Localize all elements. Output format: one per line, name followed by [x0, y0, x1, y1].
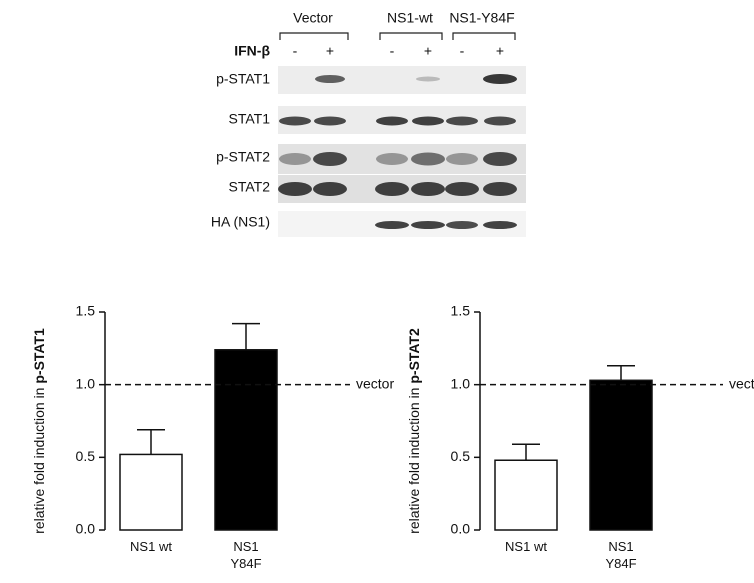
x-tick-label: NS1 Y84F — [605, 539, 637, 571]
y-tick-label: 1.5 — [451, 303, 471, 319]
y-axis-label-emphasis: p-STAT2 — [406, 328, 422, 384]
bar — [494, 459, 558, 531]
bar — [119, 453, 183, 531]
reference-label: vector — [356, 375, 394, 391]
y-axis-label-text: relative fold induction in — [31, 388, 47, 534]
sign: - — [460, 43, 465, 59]
bar — [589, 379, 653, 531]
sign: - — [293, 43, 298, 59]
reference-label: vector — [729, 375, 754, 391]
y-tick-label: 1.5 — [76, 303, 96, 319]
x-tick-label: NS1 wt — [505, 539, 547, 554]
sign: + — [326, 43, 334, 59]
sign: - — [390, 43, 395, 59]
group-label: Vector — [293, 10, 333, 26]
row-label: p-STAT1 — [216, 71, 270, 87]
treatment-label: IFN-β — [234, 43, 270, 59]
bar — [214, 349, 278, 531]
sign: + — [424, 43, 432, 59]
group-label: NS1-Y84F — [449, 10, 514, 26]
row-label: STAT2 — [229, 179, 271, 195]
y-axis-label-text: relative fold induction in — [406, 388, 422, 534]
y-tick-label: 0.0 — [76, 521, 96, 537]
row-label: STAT1 — [229, 111, 271, 127]
y-tick-label: 1.0 — [76, 375, 96, 391]
row-label: p-STAT2 — [216, 149, 270, 165]
blot: Vector NS1-wt NS1-Y84F IFN-β - + - + - +… — [211, 10, 526, 237]
bands — [278, 74, 517, 229]
y-axis-label-emphasis: p-STAT1 — [31, 328, 47, 384]
y-tick-label: 1.0 — [451, 375, 471, 391]
y-tick-label: 0.5 — [76, 448, 96, 464]
y-tick-label: 0.0 — [451, 521, 471, 537]
y-axis-label: relative fold induction in p-STAT2 — [406, 328, 422, 534]
group-label: NS1-wt — [387, 10, 433, 26]
sign: + — [496, 43, 504, 59]
x-tick-label: NS1 Y84F — [230, 539, 262, 571]
x-tick-label: NS1 wt — [130, 539, 172, 554]
y-tick-label: 0.5 — [451, 448, 471, 464]
bracket — [279, 32, 516, 40]
y-axis-label: relative fold induction in p-STAT1 — [31, 328, 47, 534]
row-label: HA (NS1) — [211, 214, 270, 230]
